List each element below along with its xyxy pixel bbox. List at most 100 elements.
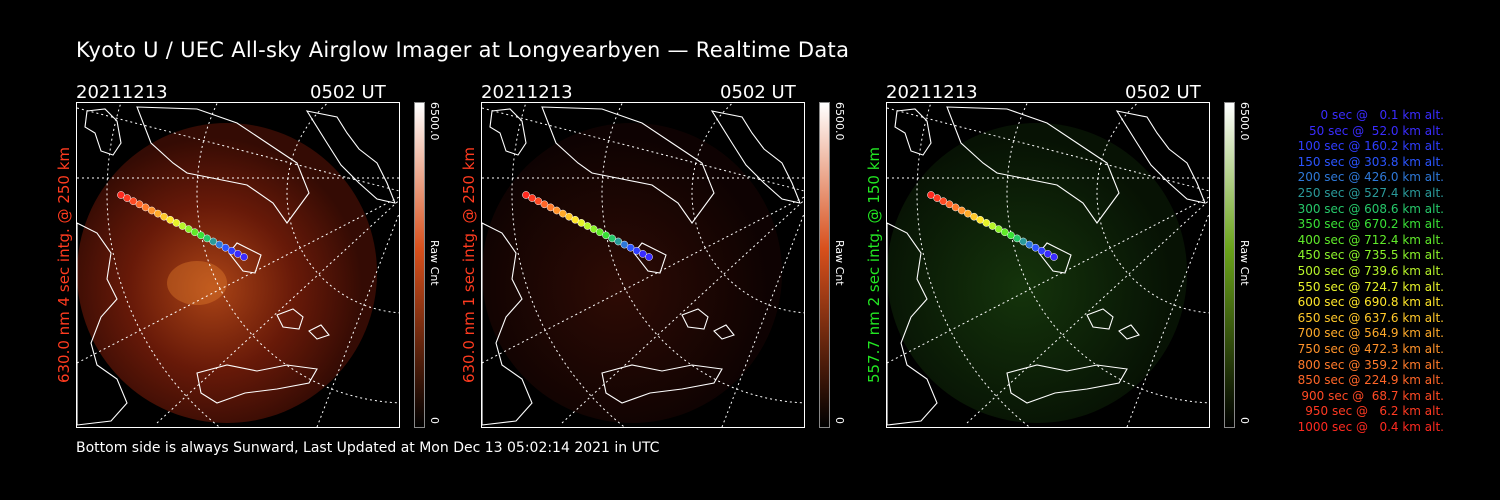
coastline: [681, 308, 709, 330]
trajectory-point: [534, 197, 543, 206]
trajectory-point: [1007, 231, 1015, 240]
coastline: [1086, 308, 1114, 330]
trajectory-point: [571, 215, 580, 224]
trajectory-point: [595, 228, 604, 237]
trajectory-point: [154, 209, 162, 218]
allsky-map-1: [77, 103, 399, 427]
trajectory-point: [184, 225, 193, 233]
panel-2-image: [481, 102, 805, 428]
coastline: [489, 108, 527, 156]
legend-row: 450 sec @ 735.5 km alt.: [1297, 248, 1444, 263]
coastline: [710, 110, 801, 204]
panel-2-colorbar: [819, 102, 830, 428]
trajectory-point: [190, 228, 199, 237]
coastline: [601, 364, 723, 404]
coastline: [1006, 364, 1128, 404]
footer-note: Bottom side is always Sunward, Last Upda…: [76, 440, 660, 456]
legend-row: 350 sec @ 670.2 km alt.: [1297, 217, 1444, 232]
trajectory-point: [626, 243, 635, 252]
trajectory-point: [1000, 228, 1009, 237]
trajectory-point: [540, 200, 549, 209]
trajectory-point: [927, 191, 935, 199]
coastline: [228, 242, 262, 274]
trajectory-point: [614, 237, 623, 246]
coastline: [136, 106, 310, 224]
panel-2-date: 20211213: [481, 82, 573, 103]
trajectory-point: [240, 253, 248, 261]
trajectory-point: [552, 206, 561, 215]
graticule: [482, 103, 804, 427]
trajectory-point: [939, 197, 948, 206]
trajectory-point: [1013, 234, 1021, 243]
trajectory-point: [135, 200, 144, 209]
trajectory-point: [172, 219, 181, 227]
panel-2-colorbar-label: Raw Cnt: [833, 240, 846, 286]
trajectory-point: [632, 246, 641, 255]
legend-row: 250 sec @ 527.4 km alt.: [1297, 185, 1444, 200]
trajectory-point: [166, 215, 175, 224]
panel-1-image: [76, 102, 400, 428]
meridian-line: [316, 212, 399, 427]
meridian-line: [966, 199, 1209, 424]
legend-row: 50 sec @ 52.0 km alt.: [1309, 123, 1444, 138]
trajectory-point: [994, 225, 1003, 233]
meridian-line: [1126, 212, 1209, 427]
trajectory-point: [565, 212, 573, 221]
legend-row: 400 sec @ 712.4 km alt.: [1297, 232, 1444, 247]
legend-row: 850 sec @ 224.9 km alt.: [1297, 373, 1444, 388]
trajectory-point: [528, 194, 537, 202]
legend-row: 700 sec @ 564.9 km alt.: [1297, 326, 1444, 341]
panel-3-colorbar-min: 0: [1238, 417, 1251, 424]
meridian-line: [482, 196, 804, 364]
trajectory-point: [1044, 250, 1052, 258]
coastline: [887, 222, 938, 426]
meridian-line: [482, 107, 804, 192]
sky-circle: [482, 123, 782, 423]
trajectory-point: [608, 234, 616, 243]
trajectory-point: [976, 215, 985, 224]
sky-circle: [887, 123, 1187, 423]
trajectory-point: [522, 191, 530, 199]
panel-1-colorbar-label: Raw Cnt: [428, 240, 441, 286]
panel-3-image: [886, 102, 1210, 428]
trajectory-point: [1037, 246, 1046, 255]
legend-row: 550 sec @ 724.7 km alt.: [1297, 279, 1444, 294]
trajectory-point: [227, 246, 236, 255]
coastline: [276, 308, 304, 330]
trajectory-point: [602, 231, 610, 240]
trajectory-point: [1050, 253, 1058, 261]
trajectory-point: [577, 219, 586, 227]
coastline: [1118, 324, 1140, 340]
panel-2-colorbar-min: 0: [833, 417, 846, 424]
coastline: [196, 364, 318, 404]
graticule: [887, 103, 1209, 427]
trajectory-point: [209, 237, 218, 246]
coastline: [84, 108, 122, 156]
trajectory-point: [945, 200, 954, 209]
coastline: [541, 106, 715, 224]
panel-3-time: 0502 UT: [1125, 82, 1201, 103]
coastline: [713, 324, 735, 340]
trajectory-point: [1025, 240, 1034, 249]
allsky-map-3: [887, 103, 1209, 427]
legend-row: 500 sec @ 739.6 km alt.: [1297, 263, 1444, 278]
trajectory-point: [129, 197, 138, 206]
panel-1-colorbar-min: 0: [428, 417, 441, 424]
trajectory-point: [203, 234, 211, 243]
trajectory-point: [645, 253, 653, 261]
trajectory-point: [546, 203, 555, 212]
panel-3-colorbar-label: Raw Cnt: [1238, 240, 1251, 286]
legend-row: 200 sec @ 426.0 km alt.: [1297, 170, 1444, 185]
trajectory-point: [933, 194, 942, 202]
trajectory-point: [147, 206, 156, 215]
coastline: [633, 242, 667, 274]
trajectory-point: [197, 231, 205, 240]
latitude-ring: [286, 103, 399, 314]
trajectory-point: [141, 203, 150, 212]
coastline: [894, 108, 932, 156]
panel-1-colorbar-max: 6500.0: [428, 102, 441, 141]
meridian-line: [77, 196, 399, 364]
trajectory-point: [559, 209, 567, 218]
aurora-patch: [167, 261, 227, 305]
legend-row: 150 sec @ 303.8 km alt.: [1297, 154, 1444, 169]
